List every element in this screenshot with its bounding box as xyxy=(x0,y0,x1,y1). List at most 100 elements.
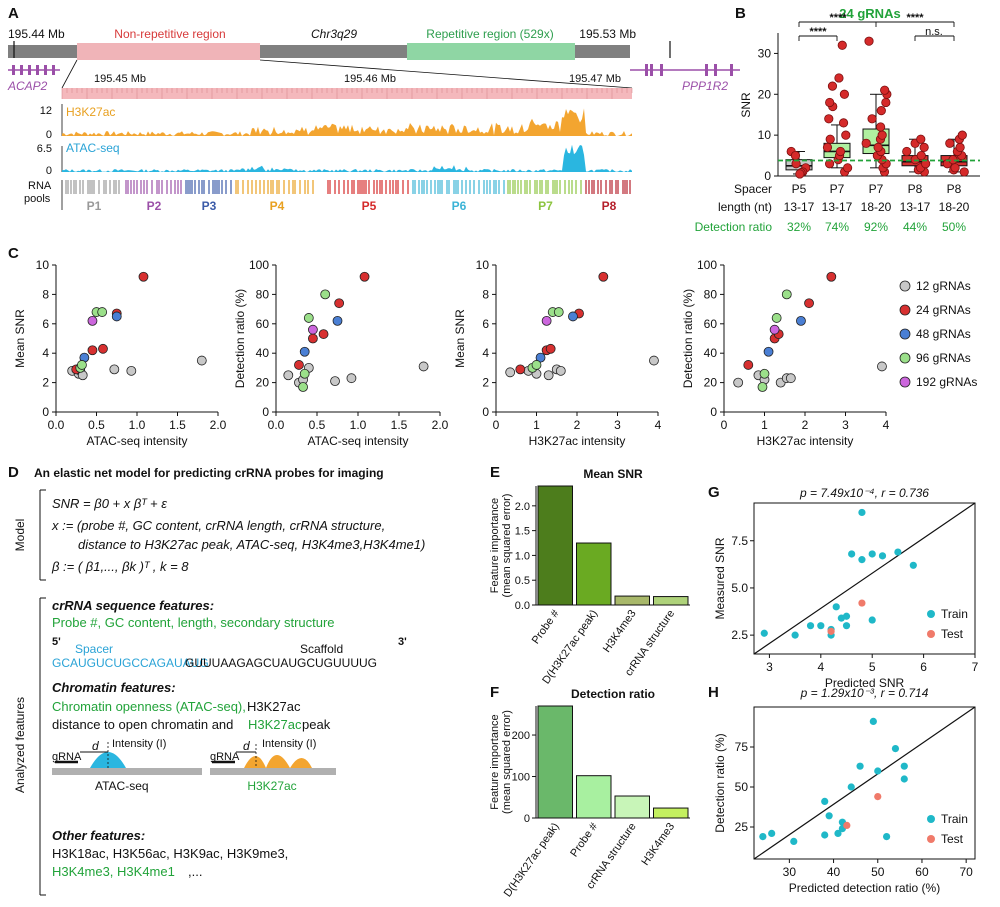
atac-max: 6.5 xyxy=(37,143,52,155)
c-y-tick-label: 100 xyxy=(249,258,269,272)
d-other-text: H3K18ac, H3K56ac, H3K9ac, H3K9me3, xyxy=(52,846,288,861)
scatter-frame xyxy=(753,502,976,655)
b-data-point xyxy=(838,118,849,128)
scatter-y-tick-label: 2.5 xyxy=(731,628,748,642)
train-point xyxy=(894,548,902,556)
train-point xyxy=(842,622,851,630)
c-data-point xyxy=(332,315,343,326)
b-ratio-label: 92% xyxy=(864,220,888,234)
d-h3-baseline xyxy=(210,768,336,775)
zoom-line-left xyxy=(61,59,78,89)
panel-letter: B xyxy=(735,5,746,22)
c-legend-marker xyxy=(899,280,911,292)
bar xyxy=(614,595,650,606)
zoom-coordinate: 195.47 Mb xyxy=(569,73,621,85)
c-data-point xyxy=(826,271,837,282)
c-data-point xyxy=(804,298,814,309)
c-x-tick-label: 0 xyxy=(721,418,728,432)
c-data-point xyxy=(87,345,98,356)
c-x-tick-label: 0.5 xyxy=(309,418,326,432)
scatter-x-tick-label: 30 xyxy=(783,865,797,879)
train-point xyxy=(856,762,864,770)
c-data-point xyxy=(298,382,308,392)
c-data-point xyxy=(320,289,331,300)
h3k27ac-label: H3K27ac xyxy=(66,105,115,119)
c-data-point xyxy=(303,313,314,323)
b-ratio-label: 44% xyxy=(903,220,927,234)
c-x-tick-label: 3 xyxy=(614,418,621,432)
b-y-label: SNR xyxy=(739,92,753,118)
c-legend-marker xyxy=(899,352,911,364)
c-y-tick-label: 8 xyxy=(482,287,489,301)
d-scaffold-seq: GUUUAAGAGCUAUGCUGUUUUG xyxy=(185,656,377,670)
train-point xyxy=(821,797,829,806)
bar xyxy=(576,775,612,819)
atac-signal xyxy=(62,144,632,172)
c-legend-label: 96 gRNAs xyxy=(916,351,971,365)
bar-y-tick-label: 1.5 xyxy=(515,526,530,538)
train-point xyxy=(900,762,908,770)
c-y-tick-label: 0 xyxy=(710,405,717,419)
bar xyxy=(653,807,689,819)
b-data-point xyxy=(921,159,931,169)
scatter-x-tick-label: 40 xyxy=(827,865,841,879)
c-y-label: Detection ratio (%) xyxy=(233,289,247,388)
panel-letter: G xyxy=(708,484,720,501)
train-point xyxy=(760,629,768,637)
c-data-point xyxy=(553,307,564,317)
gene-acap2-exon xyxy=(36,65,39,75)
c-x-label: H3K27ac intensity xyxy=(757,434,854,448)
scatter-x-tick-label: 60 xyxy=(915,865,929,879)
h3k27ac-min: 0 xyxy=(46,129,52,141)
b-row-label: Detection ratio xyxy=(695,220,773,234)
d-chrom-text: Chromatin openness (ATAC-seq), xyxy=(52,699,246,714)
scatter-y-tick-label: 25 xyxy=(735,820,749,834)
b-data-point xyxy=(876,106,886,116)
c-x-tick-label: 1.5 xyxy=(169,418,186,432)
legend-test-marker xyxy=(927,630,935,638)
c-x-tick-label: 1.5 xyxy=(391,418,408,432)
d-other-text: H3K4me3, H3K4me1 xyxy=(52,864,175,879)
b-ratio-label: 32% xyxy=(787,220,811,234)
gene-acap2-exon xyxy=(44,65,47,75)
c-data-point xyxy=(359,271,370,282)
b-pool-label: P8 xyxy=(947,182,962,196)
b-ratio-label: 50% xyxy=(942,220,966,234)
scatter-y-tick-label: 75 xyxy=(735,740,749,754)
d-chrom-text: H3K27ac xyxy=(247,699,301,714)
bar-category-label: H3K4me3 xyxy=(639,821,677,868)
c-data-point xyxy=(98,343,108,354)
b-data-point xyxy=(824,159,835,169)
b-data-point xyxy=(873,142,883,152)
bar-y-label: (mean squared error) xyxy=(501,710,513,814)
d-five-prime: 5' xyxy=(52,636,61,648)
b-y-tick-label: 0 xyxy=(764,169,771,183)
panel-letter: F xyxy=(490,684,499,701)
c-data-point xyxy=(543,370,554,381)
c-y-tick-label: 40 xyxy=(256,346,270,360)
b-data-point xyxy=(841,130,851,140)
b-data-point xyxy=(795,169,805,179)
scatter-stat: p = 1.29x10⁻³, r = 0.714 xyxy=(800,686,929,700)
b-data-point xyxy=(824,114,834,124)
c-y-tick-label: 0 xyxy=(482,405,489,419)
legend-train-label: Train xyxy=(941,607,968,621)
left-coordinate: 195.44 Mb xyxy=(8,27,65,41)
right-coordinate: 195.53 Mb xyxy=(579,27,636,41)
train-point xyxy=(768,829,776,838)
train-point xyxy=(858,556,866,564)
c-data-point xyxy=(87,315,98,326)
c-x-label: ATAC-seq intensity xyxy=(308,434,409,448)
c-data-point xyxy=(535,352,546,363)
rep-region-box xyxy=(407,43,575,60)
d-model-label: Model xyxy=(13,519,27,552)
c-y-tick-label: 20 xyxy=(256,376,270,390)
scatter-x-label: Predicted SNR xyxy=(825,676,905,690)
panel-letter: C xyxy=(8,245,19,262)
b-data-point xyxy=(839,89,850,99)
train-point xyxy=(821,831,829,839)
c-data-point xyxy=(299,346,310,357)
c-data-point xyxy=(97,307,108,317)
pool-label: P3 xyxy=(202,199,217,213)
bar xyxy=(537,705,573,819)
